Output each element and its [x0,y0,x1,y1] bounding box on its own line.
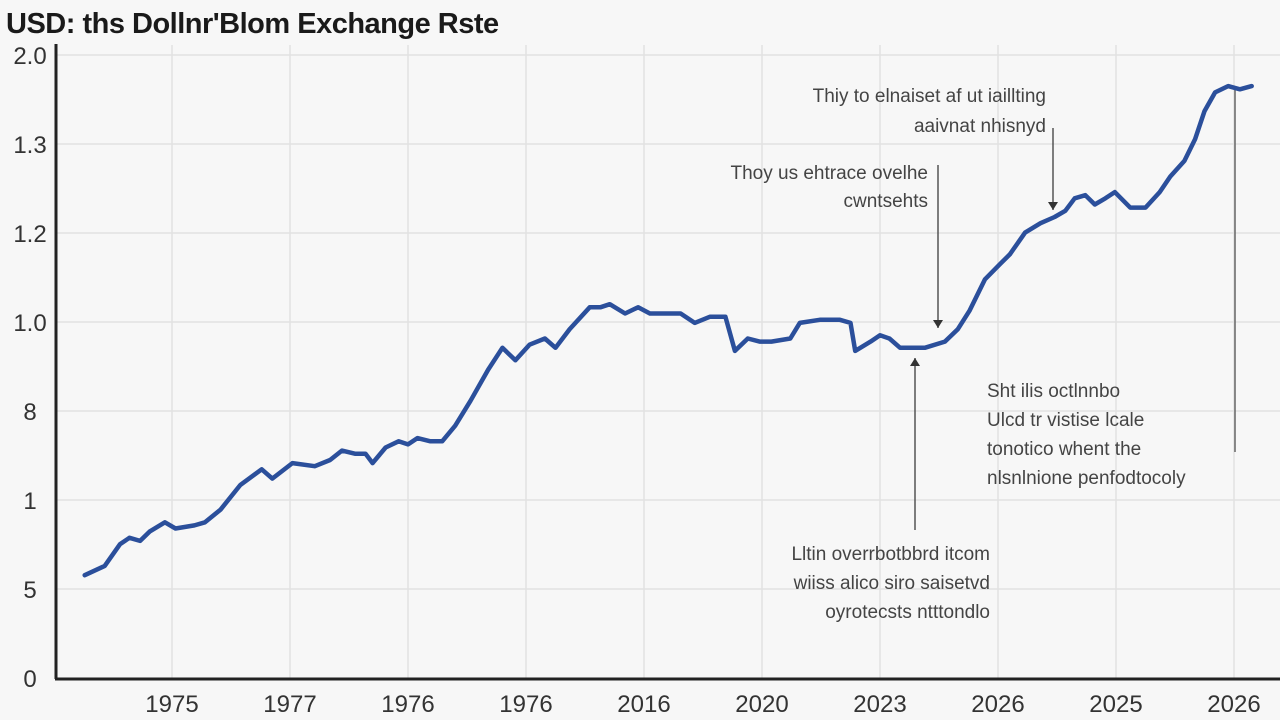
annotation: Thoy us ehtrace ovelhe cwntsehts [730,163,943,328]
x-tick-label: 1976 [381,691,434,718]
annotation: Sht ilis octlnnbo Ulcd tr vistise lcale to… [987,90,1236,489]
grid [57,45,1280,678]
series-line [82,83,1254,578]
x-tick-label: 2025 [1089,691,1142,718]
chart-title: USD: ths Dollnr'Blom Exchange Rste [6,8,499,40]
y-tick-label: 1.0 [13,310,46,337]
arrowhead-icon [933,320,943,328]
annotation-text: Thiy to elnaiset af ut iaillting [813,86,1046,107]
annotation-text: aaivnat nhisnyd [914,116,1046,137]
arrowhead-icon [1048,202,1058,210]
axes [54,44,1280,681]
y-tick-label: 8 [23,399,36,426]
x-tick-label: 2026 [971,691,1024,718]
annotation-text: tonotico whent the [987,439,1141,460]
annotation: Thiy to elnaiset af ut iaillting aaivnat … [813,86,1058,210]
annotation-text: Thoy us ehtrace ovelhe [730,163,928,184]
x-tick-label: 2016 [617,691,670,718]
x-tick-label: 2020 [735,691,788,718]
annotation-text: Sht ilis octlnnbo [987,381,1120,402]
y-tick-label: 5 [23,577,36,604]
x-tick-label: 1976 [499,691,552,718]
annotation-text: oyrotecsts ntttondlo [825,602,990,623]
y-tick-label: 1.3 [13,132,46,159]
y-tick-label: 2.0 [13,43,46,70]
x-tick-label: 1977 [263,691,316,718]
annotation-text: nlsnlnione penfodtocoly [987,468,1186,489]
y-tick-label: 0 [23,666,36,693]
x-tick-label: 2026 [1207,691,1260,718]
annotation-text: wiiss alico siro saisetvd [793,573,990,594]
annotation: Lltin overrbotbbrd itcom wiiss alico siro… [791,358,990,623]
arrowhead-icon [910,358,920,366]
annotation-text: cwntsehts [844,191,928,212]
annotation-text: Lltin overrbotbbrd itcom [791,544,990,565]
y-tick-label: 1.2 [13,221,46,248]
annotation-text: Ulcd tr vistise lcale [987,410,1144,431]
x-tick-label: 1975 [145,691,198,718]
x-tick-label: 2023 [853,691,906,718]
y-tick-label: 1 [23,488,36,515]
